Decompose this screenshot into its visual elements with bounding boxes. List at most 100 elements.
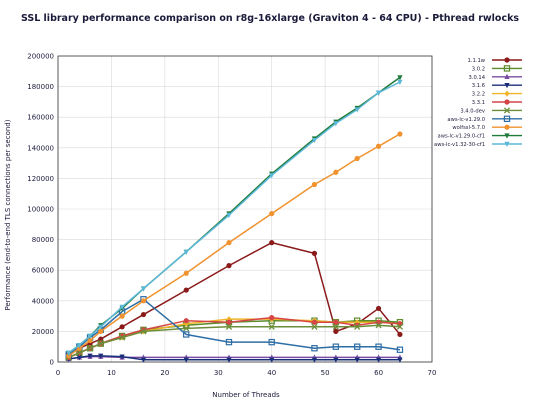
data-point xyxy=(97,340,104,347)
data-point xyxy=(375,343,382,350)
series-8 xyxy=(65,296,404,358)
data-point xyxy=(140,286,147,292)
data-point xyxy=(396,323,404,330)
legend-label: 3.0.2 xyxy=(472,66,485,72)
x-tick-label: 60 xyxy=(374,369,383,377)
data-point xyxy=(375,322,382,329)
data-point xyxy=(397,75,403,81)
y-axis-label: Performance (end-to-end TLS connections … xyxy=(4,119,12,310)
data-point xyxy=(333,319,339,325)
legend-item: aws-lc-v1.29.0 xyxy=(447,115,522,123)
legend-item: 3.4.0-dev xyxy=(460,107,522,114)
data-point xyxy=(76,355,82,361)
legend-item: 3.2.2 xyxy=(472,90,522,98)
data-point xyxy=(397,131,403,137)
legend-swatch-marker xyxy=(504,83,510,89)
data-point xyxy=(311,181,318,188)
data-point xyxy=(354,357,360,363)
data-point xyxy=(76,349,83,356)
y-tick-label: 80000 xyxy=(32,236,54,244)
series-7 xyxy=(65,322,404,361)
data-point xyxy=(98,353,104,359)
legend-label: 1.1.1w xyxy=(468,58,486,64)
series-layer xyxy=(65,75,404,363)
data-point xyxy=(140,298,147,304)
data-point xyxy=(397,357,403,363)
data-point xyxy=(226,319,232,325)
y-tick-label: 200000 xyxy=(27,53,54,61)
legend-swatch-marker xyxy=(503,107,511,114)
data-point xyxy=(311,137,318,144)
data-point xyxy=(119,304,125,310)
data-point xyxy=(311,319,318,325)
x-tick-label: 0 xyxy=(56,369,60,377)
data-point xyxy=(140,357,147,363)
y-tick-label: 0 xyxy=(50,359,54,367)
data-point xyxy=(226,263,232,269)
x-axis-label: Number of Threads xyxy=(212,391,280,399)
data-point xyxy=(333,169,339,175)
data-point xyxy=(354,343,361,350)
data-point xyxy=(375,143,382,149)
x-tick-label: 40 xyxy=(267,369,276,377)
plot-frame xyxy=(57,55,433,363)
data-point xyxy=(269,240,275,246)
legend-swatch-marker xyxy=(503,115,511,122)
data-point xyxy=(66,353,72,359)
data-point xyxy=(183,331,190,338)
x-tick-label: 20 xyxy=(160,369,169,377)
data-point xyxy=(119,324,125,330)
data-point xyxy=(354,155,360,162)
data-point xyxy=(354,323,361,330)
data-point xyxy=(183,318,189,324)
data-point xyxy=(333,121,339,127)
legend-item: 1.1.1w xyxy=(468,57,522,64)
data-point xyxy=(87,353,93,359)
series-line xyxy=(68,355,400,360)
legend-label: 3.3.1 xyxy=(472,100,485,106)
legend-item: aws-lc-v1.29.0-cf1 xyxy=(438,133,522,140)
data-point xyxy=(183,325,190,332)
legend-item: 3.1.6 xyxy=(472,83,522,89)
data-point xyxy=(269,357,275,363)
y-tick-label: 120000 xyxy=(27,175,54,183)
x-tick-label: 30 xyxy=(214,369,223,377)
data-point xyxy=(375,305,382,312)
x-tick-label: 50 xyxy=(321,369,330,377)
legend-label: aws-lc-v1.29.0 xyxy=(447,117,485,123)
data-point xyxy=(396,346,404,353)
legend-item: aws-lc-v1.32-30-cf1 xyxy=(434,141,522,148)
y-tick-label: 160000 xyxy=(27,114,54,122)
data-point xyxy=(311,345,318,352)
data-point xyxy=(375,90,382,96)
legend-label: 3.1.6 xyxy=(472,83,485,89)
series-line xyxy=(68,355,400,361)
y-tick-label: 20000 xyxy=(32,328,54,336)
legend-item: 3.0.14 xyxy=(469,73,522,81)
data-point xyxy=(268,338,275,346)
data-point xyxy=(311,323,318,330)
data-point xyxy=(183,270,189,276)
series-line xyxy=(68,316,400,359)
data-point xyxy=(87,337,93,344)
data-point xyxy=(397,79,403,86)
data-point xyxy=(119,334,126,341)
axis-ticks: 0 20000 40000 60000 80000 100000 120000 140000 1… xyxy=(27,53,436,378)
legend-swatch-marker xyxy=(504,133,510,139)
y-tick-label: 40000 xyxy=(32,297,54,305)
data-point xyxy=(311,250,318,256)
data-point xyxy=(268,323,275,330)
series-line xyxy=(68,324,400,359)
data-point xyxy=(332,343,340,350)
legend-label: wolfssl-5.7.0 xyxy=(452,125,485,131)
legend-item: wolfssl-5.7.0 xyxy=(452,124,522,131)
data-point xyxy=(98,328,104,334)
data-point xyxy=(119,313,125,319)
data-point xyxy=(332,323,339,330)
data-point xyxy=(183,287,189,293)
data-point xyxy=(226,212,232,219)
data-point xyxy=(269,315,275,321)
data-point xyxy=(354,107,360,113)
legend-swatch-marker xyxy=(503,65,511,72)
